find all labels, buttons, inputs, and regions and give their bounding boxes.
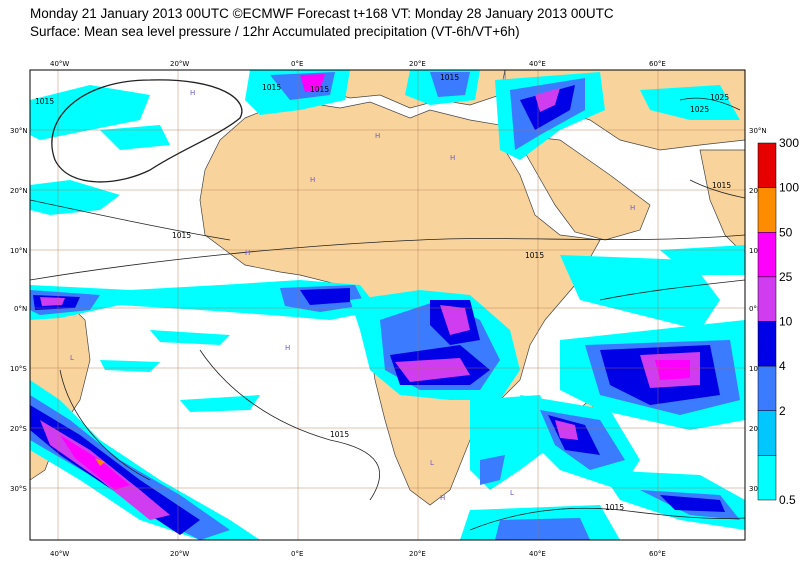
isobar-labels: 1015 1015 1015 1015 1015 1015 1025 1025 … — [35, 73, 731, 512]
colorbar-swatch — [757, 276, 777, 322]
colorbar-label: 2 — [779, 404, 786, 418]
isobar-label: 1015 — [330, 430, 349, 439]
colorbar-label: 10 — [779, 315, 793, 329]
colorbar-swatch — [757, 321, 777, 367]
precipitation-colorbar: 300 100 50 25 10 4 2 0.5 — [757, 136, 799, 507]
high-pressure-marker: H — [190, 89, 195, 97]
colorbar-swatch — [757, 232, 777, 278]
colorbar-swatch — [757, 187, 777, 233]
lat-label: 10°S — [749, 365, 766, 373]
graticule — [30, 70, 745, 540]
low-pressure-marker: L — [510, 489, 514, 497]
high-pressure-marker: H — [630, 204, 635, 212]
high-pressure-marker: H — [440, 494, 445, 502]
arabia-landmass — [514, 134, 651, 241]
lat-label: 0°N — [749, 305, 762, 313]
colorbar-swatch — [757, 410, 777, 456]
isobar-label: 1015 — [605, 503, 624, 512]
lon-label: 40°E — [529, 550, 546, 558]
isobar-label: 1025 — [710, 93, 729, 102]
colorbar-label: 0.5 — [779, 493, 796, 507]
colorbar-label: 300 — [779, 136, 799, 150]
isobar-label: 1015 — [525, 251, 544, 260]
bottom-longitude-labels: 40°W 20°W 0°E 20°E 40°E 60°E — [50, 550, 666, 558]
high-pressure-marker: H — [310, 176, 315, 184]
lon-label: 60°E — [649, 550, 666, 558]
colorbar-label: 100 — [779, 181, 799, 195]
top-longitude-labels: 40°W 20°W 0°E 20°E 40°E 60°E — [50, 60, 666, 68]
lon-label: 40°E — [529, 60, 546, 68]
lon-label: 60°E — [649, 60, 666, 68]
isobars — [30, 79, 745, 531]
isobar-label: 1015 — [172, 231, 191, 240]
high-pressure-marker: H — [245, 249, 250, 257]
precipitation-field — [30, 70, 745, 540]
isobar-label: 1015 — [262, 83, 281, 92]
left-latitude-labels: 30°N 20°N 10°N 0°N 10°S 20°S 30°S — [10, 127, 28, 493]
low-pressure-marker: L — [430, 459, 434, 467]
isobar-label: 1015 — [712, 181, 731, 190]
isobar-label: 1015 — [440, 73, 459, 82]
chart-title: Monday 21 January 2013 00UTC ©ECMWF Fore… — [30, 6, 614, 21]
pressure-centres: H H H H H L L H H L H — [70, 89, 635, 502]
india-landmass — [699, 149, 745, 256]
lat-label: 30°S — [10, 485, 27, 493]
lat-label: 10°S — [10, 365, 27, 373]
lon-label: 20°W — [170, 550, 189, 558]
lon-label: 20°E — [409, 550, 426, 558]
colorbar-swatch — [757, 142, 777, 188]
colorbar-label: 25 — [779, 270, 793, 284]
high-pressure-marker: H — [375, 132, 380, 140]
lon-label: 0°E — [291, 60, 303, 68]
high-pressure-marker: H — [285, 344, 290, 352]
lon-label: 40°W — [50, 550, 69, 558]
lon-label: 20°E — [409, 60, 426, 68]
lat-label: 30°N — [749, 127, 767, 135]
high-pressure-marker: H — [450, 154, 455, 162]
low-pressure-marker: L — [70, 354, 74, 362]
isobar-label: 1015 — [310, 85, 329, 94]
lat-label: 30°S — [749, 485, 766, 493]
lon-label: 20°W — [170, 60, 189, 68]
colorbar-swatch — [757, 365, 777, 411]
lon-label: 0°E — [291, 550, 303, 558]
colorbar-label: 50 — [779, 225, 793, 239]
lat-label: 30°N — [10, 127, 28, 135]
lon-label: 40°W — [50, 60, 69, 68]
lat-label: 10°N — [10, 247, 28, 255]
lat-label: 20°S — [749, 425, 766, 433]
lat-label: 20°S — [10, 425, 27, 433]
lat-label: 0°N — [14, 305, 27, 313]
isobar-label: 1015 — [35, 97, 54, 106]
map-frame — [29, 69, 746, 541]
chart-subtitle: Surface: Mean sea level pressure / 12hr … — [30, 24, 520, 39]
isobar-label: 1025 — [690, 105, 709, 114]
lat-label: 20°N — [10, 187, 28, 195]
colorbar-label: 4 — [779, 359, 786, 373]
colorbar-swatch — [757, 455, 777, 501]
